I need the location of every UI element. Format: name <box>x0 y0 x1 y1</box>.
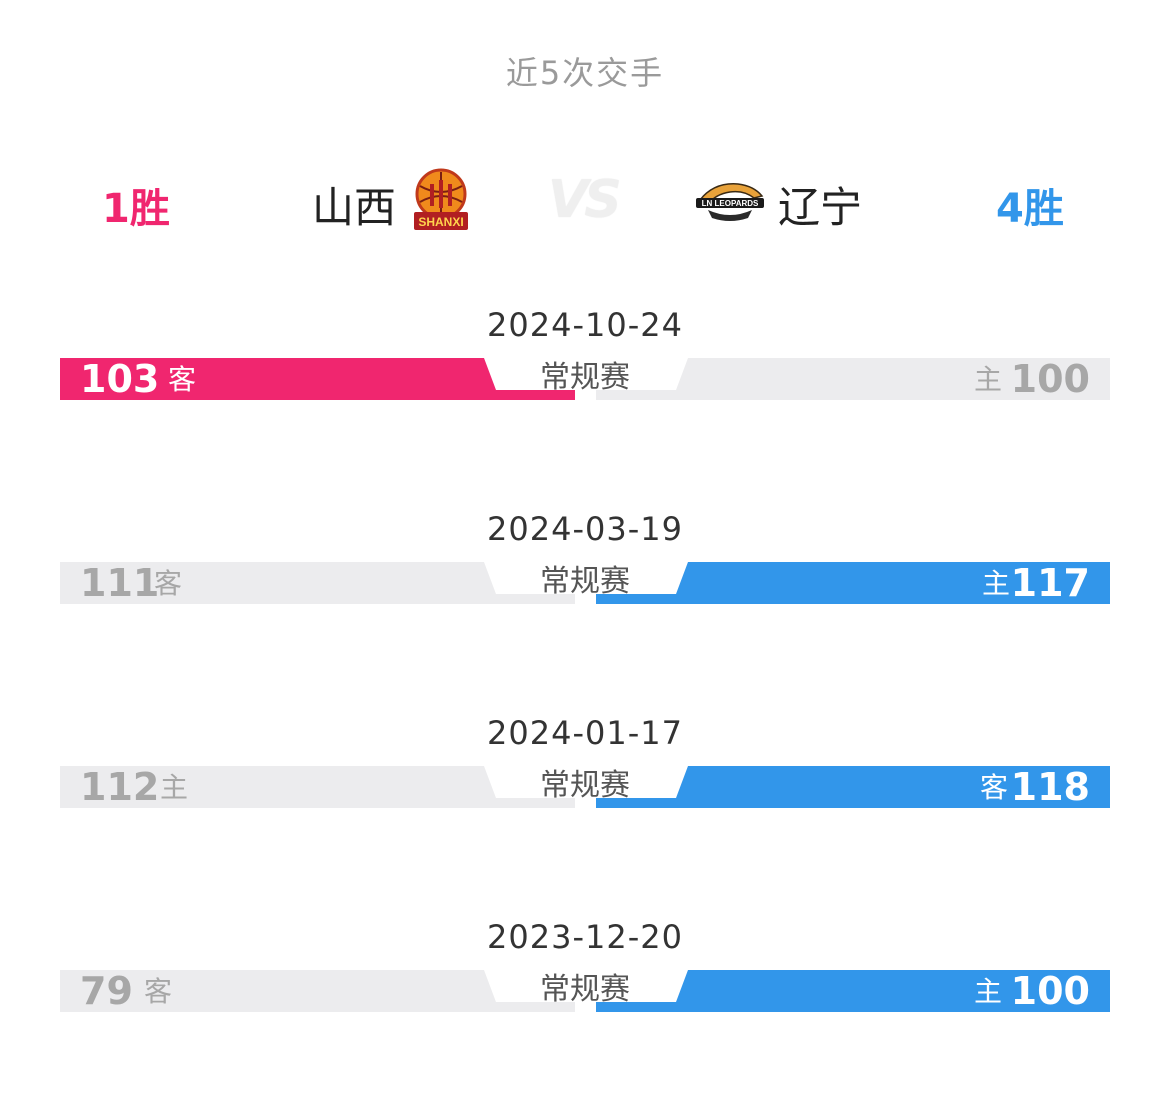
left-score-bar: 103 客 <box>60 358 575 400</box>
game-date: 2023-12-20 <box>487 918 683 956</box>
liaoning-leopards-logo-icon[interactable]: LN LEOPARDS <box>694 178 766 224</box>
right-bar-shape <box>596 358 1110 400</box>
right-venue-tag: 主 <box>973 363 1002 396</box>
game-type: 常规赛 <box>540 972 630 1007</box>
right-score-bar: 主 100 <box>596 358 1110 400</box>
shanxi-team-logo-icon[interactable]: SHANXI <box>412 168 470 234</box>
left-team-name[interactable]: 山西 <box>312 183 397 232</box>
left-bar-shape <box>60 358 575 400</box>
game-row[interactable]: 103 客 主 100 2024-10-24 常规赛 <box>0 306 1170 416</box>
left-team-wins: 1胜 <box>102 186 170 232</box>
left-score: 111 <box>80 561 160 605</box>
right-score: 117 <box>1010 561 1090 605</box>
left-venue-tag: 客 <box>144 975 173 1008</box>
left-score-bar: 79 客 <box>60 970 575 1012</box>
game-row[interactable]: 111 客 主 117 2024-03-19 常规赛 <box>0 510 1170 620</box>
right-score-bar: 主 117 <box>596 562 1110 604</box>
left-bar-shape <box>60 970 575 1012</box>
game-date: 2024-01-17 <box>487 714 683 752</box>
right-venue-tag: 主 <box>981 567 1010 600</box>
game-date: 2024-10-24 <box>487 306 683 344</box>
game-type: 常规赛 <box>540 564 630 599</box>
liaoning-logo-text: LN LEOPARDS <box>702 199 759 208</box>
game-row[interactable]: 112 主 客 118 2024-01-17 常规赛 <box>0 714 1170 824</box>
vs-mark: VS <box>548 170 622 230</box>
left-venue-tag: 客 <box>154 567 183 600</box>
right-venue-tag: 客 <box>979 771 1008 804</box>
right-bar-shape <box>596 766 1110 808</box>
game-type: 常规赛 <box>540 360 630 395</box>
right-score: 118 <box>1010 765 1090 809</box>
game-row[interactable]: 79 客 主 100 2023-12-20 常规赛 <box>0 918 1170 1028</box>
right-team-wins: 4胜 <box>996 186 1064 232</box>
game-date: 2024-03-19 <box>487 510 683 548</box>
right-venue-tag: 主 <box>973 975 1002 1008</box>
right-score: 100 <box>1010 969 1090 1013</box>
game-type: 常规赛 <box>540 768 630 803</box>
shanxi-logo-text: SHANXI <box>418 215 463 229</box>
left-bar-shape <box>60 766 575 808</box>
left-venue-tag: 主 <box>160 771 189 804</box>
left-score-bar: 112 主 <box>60 766 575 808</box>
left-score: 79 <box>80 969 133 1013</box>
right-score: 100 <box>1010 357 1090 401</box>
left-score: 112 <box>80 765 160 809</box>
left-score: 103 <box>80 357 160 401</box>
section-title: 近5次交手 <box>505 54 665 92</box>
left-venue-tag: 客 <box>168 363 197 396</box>
right-bar-shape <box>596 562 1110 604</box>
right-score-bar: 客 118 <box>596 766 1110 808</box>
left-bar-shape <box>60 562 575 604</box>
right-team-name[interactable]: 辽宁 <box>778 183 863 232</box>
left-score-bar: 111 客 <box>60 562 575 604</box>
right-bar-shape <box>596 970 1110 1012</box>
right-score-bar: 主 100 <box>596 970 1110 1012</box>
